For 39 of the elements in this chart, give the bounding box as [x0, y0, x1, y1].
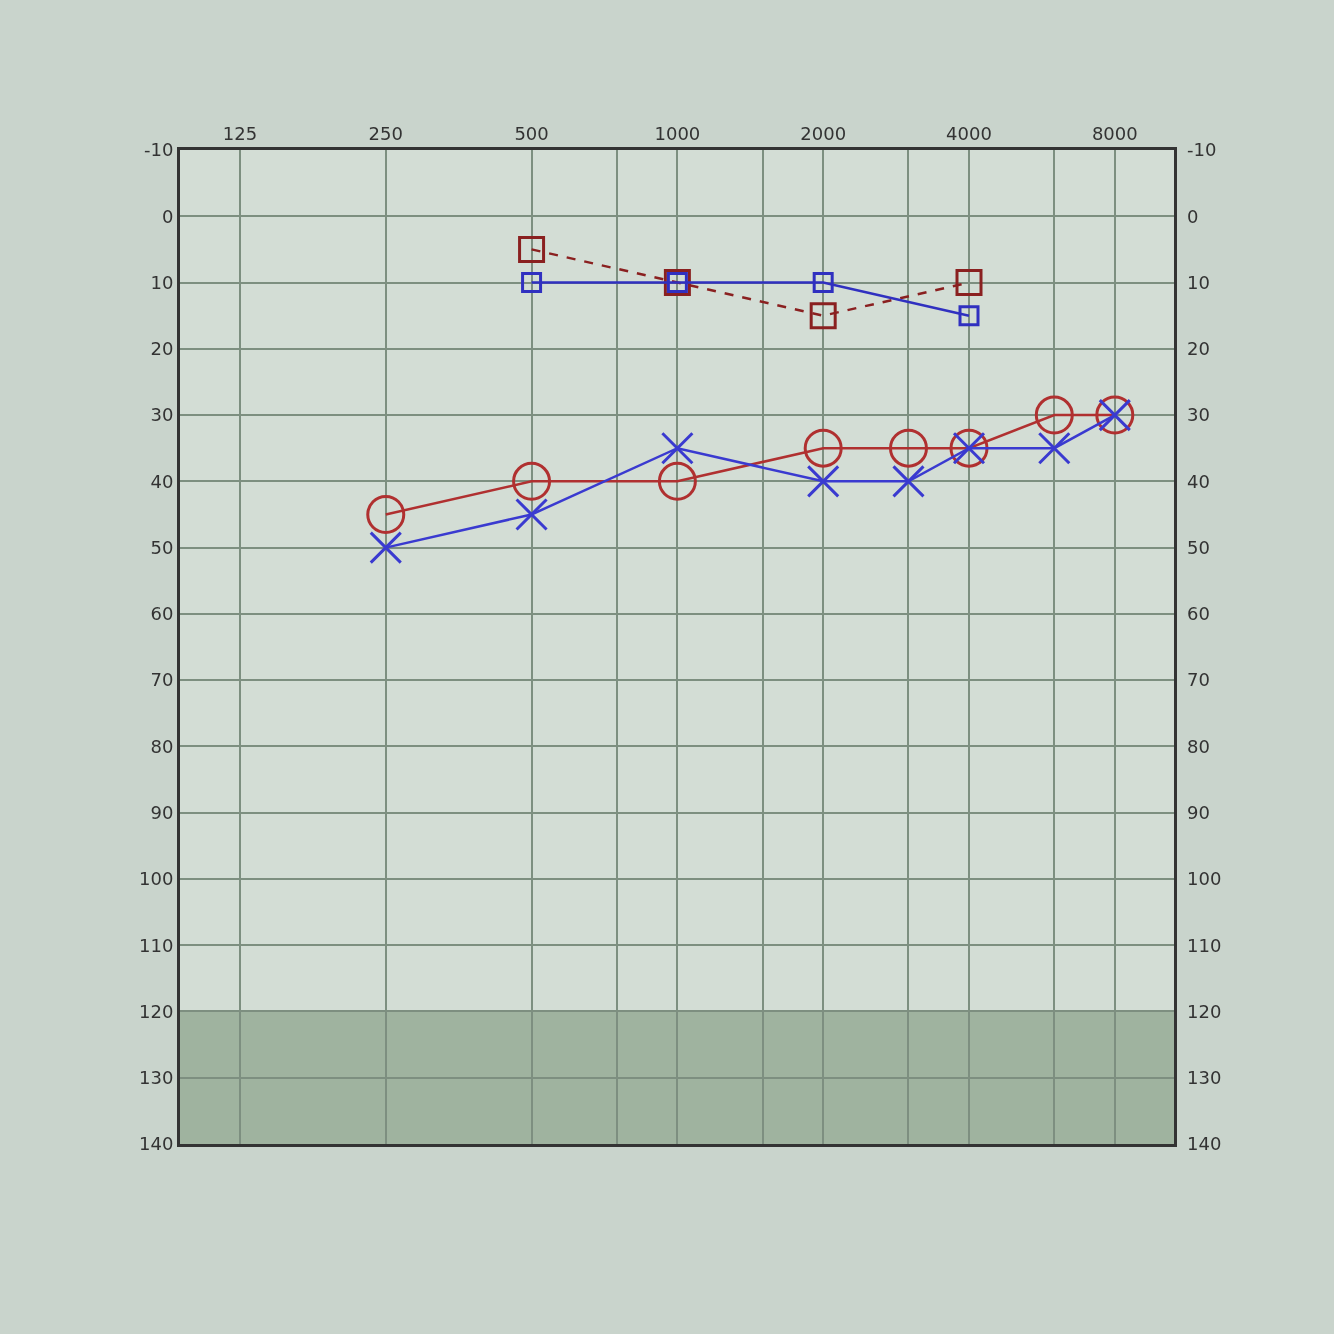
- y2-tick-label: 10: [1187, 271, 1210, 293]
- y2-tick-label: 110: [1187, 934, 1222, 956]
- x-tick-label: 8000: [1091, 122, 1138, 144]
- y-tick-label: 40: [150, 470, 174, 492]
- y2-tick-label: 20: [1187, 338, 1210, 360]
- y-tick-label: 10: [150, 271, 174, 293]
- y2-tick-label: -10: [1187, 139, 1217, 161]
- y2-tick-label: 40: [1187, 470, 1210, 492]
- y2-tick-label: 60: [1187, 603, 1210, 625]
- y-tick-label: 60: [150, 603, 174, 625]
- x-tick-label: 4000: [946, 122, 992, 144]
- y2-tick-label: 0: [1187, 205, 1199, 227]
- y-tick-label: 120: [139, 1000, 174, 1022]
- y2-tick-label: 30: [1187, 404, 1210, 426]
- y-tick-label: -10: [143, 139, 174, 161]
- x-tick-label: 1000: [654, 122, 701, 144]
- y-tick-label: 70: [150, 669, 174, 691]
- y-tick-label: 140: [139, 1133, 174, 1155]
- y2-tick-label: 120: [1187, 1000, 1222, 1022]
- y-tick-label: 90: [150, 801, 174, 823]
- y-tick-label: 50: [150, 536, 174, 558]
- y2-tick-label: 80: [1187, 735, 1210, 757]
- x-tick-label: 2000: [800, 122, 847, 144]
- x-tick-label: 250: [368, 122, 403, 144]
- y-tick-label: 20: [150, 338, 174, 360]
- x-tick-label: 125: [222, 122, 258, 144]
- y2-tick-label: 50: [1187, 536, 1210, 558]
- x-tick-label: 500: [514, 122, 549, 144]
- y-tick-label: 130: [139, 1067, 174, 1089]
- y-tick-label: 110: [139, 934, 174, 956]
- y2-tick-label: 100: [1187, 868, 1222, 890]
- y-tick-label: 0: [161, 205, 174, 227]
- y-tick-label: 80: [150, 735, 174, 757]
- y2-tick-label: 90: [1187, 801, 1210, 823]
- y2-tick-label: 130: [1187, 1067, 1222, 1089]
- y-tick-label: 100: [139, 868, 174, 890]
- y2-tick-label: 140: [1187, 1133, 1222, 1155]
- y-tick-label: 30: [150, 404, 174, 426]
- y2-tick-label: 70: [1187, 669, 1210, 691]
